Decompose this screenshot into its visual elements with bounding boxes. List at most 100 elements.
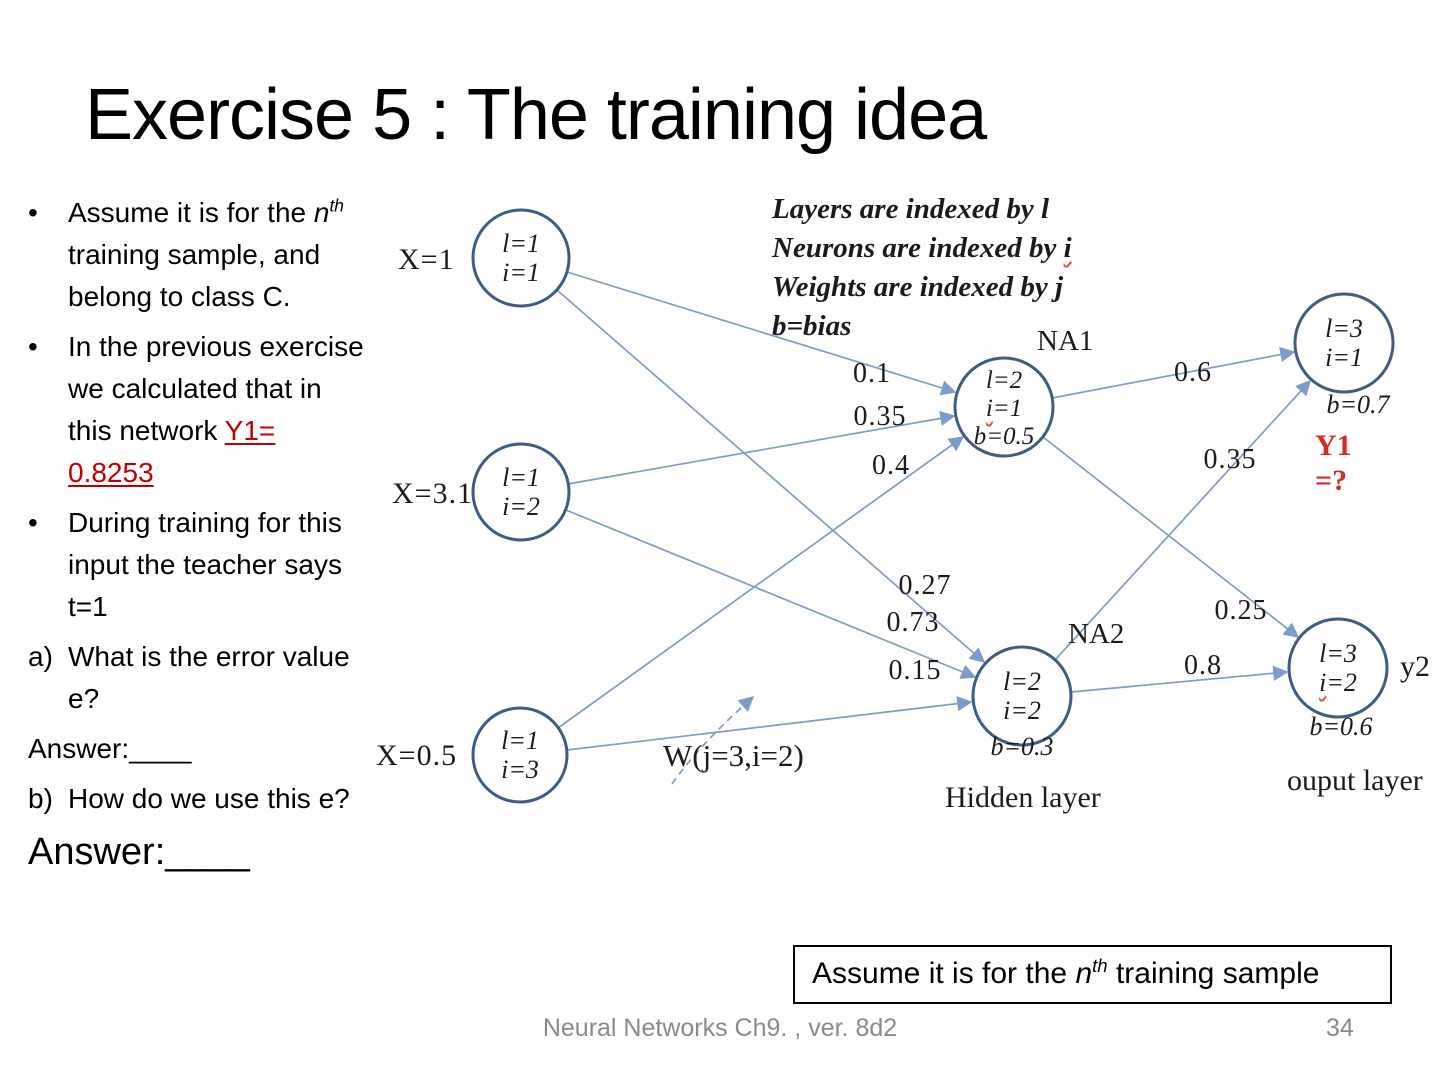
out2-bias-label: b=0.6 <box>1309 712 1373 741</box>
note-line-2: Neurons are indexed by i <box>772 229 1072 268</box>
node-circles <box>471 208 1395 804</box>
na2-layer-line: l=2 <box>1003 667 1041 696</box>
y1-result-line2: =? <box>1315 464 1348 497</box>
edge-na2-out1 <box>1054 379 1312 661</box>
edge-in3-na2 <box>566 696 973 751</box>
node-circle-na1 <box>953 356 1055 458</box>
edge-na2-out2 <box>1070 665 1289 693</box>
bullet-1-n: n <box>313 197 330 228</box>
input3-index-line: i=3 <box>501 755 539 784</box>
callout-sup: th <box>1092 955 1108 976</box>
node-circle-input1 <box>471 208 571 308</box>
na2-index-line: i=2 <box>1003 696 1041 725</box>
na1-i-char: i <box>985 395 993 422</box>
weight-in2-na2: 0.73 <box>886 607 940 638</box>
out1-bias-label: b=0.7 <box>1326 390 1390 419</box>
node-circle-input2 <box>471 442 571 542</box>
input2-index-line: i=2 <box>502 492 540 521</box>
input2-layer-line: l=1 <box>502 463 540 492</box>
bullet-1-pre: Assume it is for the <box>68 197 314 228</box>
edge-na1-out1 <box>1051 347 1296 399</box>
note-line-3: Weights are indexed by j <box>772 271 1064 303</box>
node-text-na1: l=2 i=1 b=0.5 <box>974 367 1035 451</box>
node-text-input3: l=1 i=3 <box>501 726 539 784</box>
bullet-item-1: • Assume it is for the nth training samp… <box>28 192 370 318</box>
page-number: 34 <box>1326 1014 1354 1042</box>
weight-in2-na1: 0.35 <box>853 401 907 432</box>
answer-b-blank: Answer:____ <box>28 831 250 873</box>
y2-output-label: y2 <box>1400 650 1430 683</box>
input3-layer-line: l=1 <box>501 726 539 755</box>
bullet-glyph: • <box>28 507 38 538</box>
node-text-out1: l=3 i=1 <box>1325 314 1363 372</box>
question-b-label: b) <box>28 783 53 814</box>
bullet-glyph: • <box>28 331 38 362</box>
edge-in1-na1 <box>566 271 957 396</box>
edge-in3-na1 <box>557 436 965 729</box>
out2-layer-line: l=3 <box>1319 639 1357 668</box>
bullet-2-pre: In the previous exercise we calculated t… <box>68 331 364 446</box>
na1-index-line: i=1 <box>974 395 1035 423</box>
bullet-text-1: Assume it is for the nth training sample… <box>68 192 368 318</box>
bullet-1-post: training sample, and belong to class C. <box>68 239 321 312</box>
question-b: b) How do we use this e? <box>28 778 370 820</box>
y1-result-unknown: Y1 =? <box>1315 428 1352 498</box>
callout-pre: Assume it is for the <box>812 957 1076 990</box>
edges <box>556 271 1312 785</box>
edge-na1-out2 <box>1042 436 1300 638</box>
weight-in1-na1: 0.1 <box>853 358 891 389</box>
output-layer-caption: ouput layer <box>1287 764 1423 797</box>
weight-na1-out1: 0.6 <box>1174 357 1212 388</box>
note-line-1: Layers are indexed by l <box>772 193 1050 225</box>
out2-i-char: i <box>1319 668 1327 697</box>
edge-in2-na1 <box>567 410 956 485</box>
bullet-text-2: In the previous exercise we calculated t… <box>68 326 368 494</box>
edge-in1-na2 <box>556 289 986 664</box>
input3-value-label: X=0.5 <box>376 739 458 772</box>
bullet-1-sup: th <box>329 195 344 216</box>
na1-i-rest: =1 <box>992 395 1023 422</box>
bullet-2-highlight: Y1= 0.8253 <box>68 415 276 488</box>
node-circle-out2 <box>1287 617 1389 719</box>
weight-in3-na1: 0.4 <box>872 450 910 481</box>
out1-index-line: i=1 <box>1325 343 1363 372</box>
answer-a-blank: Answer:____ <box>28 733 192 764</box>
bullet-list: • Assume it is for the nth training samp… <box>28 192 370 884</box>
node-text-input2: l=1 i=2 <box>502 463 540 521</box>
na1-label: NA1 <box>1037 325 1094 357</box>
question-a: a) What is the error value e? <box>28 636 370 720</box>
footer-text: Neural Networks Ch9. , ver. 8d2 <box>542 1014 898 1042</box>
input1-index-line: i=1 <box>502 258 540 287</box>
input2-value-label: X=3.1 <box>392 477 474 510</box>
na1-layer-line: l=2 <box>985 367 1023 394</box>
edge-in2-na2 <box>565 509 977 679</box>
weight-na2-out2: 0.8 <box>1184 650 1222 681</box>
weight-in1-na2: 0.27 <box>898 570 952 601</box>
index-notes: Layers are indexed by l Neurons are inde… <box>772 190 1072 346</box>
y1-result-line1: Y1 <box>1315 429 1352 462</box>
callout-n: n <box>1075 957 1093 990</box>
callout-post: training sample <box>1107 957 1320 990</box>
na2-bias-label: b=0.3 <box>990 732 1054 761</box>
hidden-layer-caption: Hidden layer <box>945 781 1101 814</box>
question-a-label: a) <box>28 641 53 672</box>
bullet-glyph: • <box>28 197 38 228</box>
node-text-na2: l=2 i=2 <box>1003 667 1041 725</box>
weight-notation-label: W(j=3,i=2) <box>663 738 804 773</box>
input1-layer-line: l=1 <box>502 229 540 258</box>
na2-label: NA2 <box>1068 618 1125 650</box>
node-circle-na2 <box>971 645 1073 747</box>
slide-title: Exercise 5 : The training idea <box>85 75 987 155</box>
out1-layer-line: l=3 <box>1325 314 1363 343</box>
weight-in3-na2: 0.15 <box>888 655 942 686</box>
out2-i-rest: =2 <box>1326 668 1357 697</box>
bullet-text-3: During training for this input the teach… <box>68 507 342 622</box>
bullet-item-3: • During training for this input the tea… <box>28 502 370 628</box>
question-b-text: How do we use this e? <box>68 783 350 814</box>
node-text-input1: l=1 i=1 <box>502 229 540 287</box>
callout-box: Assume it is for the nth training sample <box>793 945 1392 1004</box>
note-line-2-text: Neurons are indexed by <box>772 232 1064 264</box>
note-line-4: b=bias <box>772 310 852 342</box>
weight-na2-out1: 0.35 <box>1203 444 1257 475</box>
